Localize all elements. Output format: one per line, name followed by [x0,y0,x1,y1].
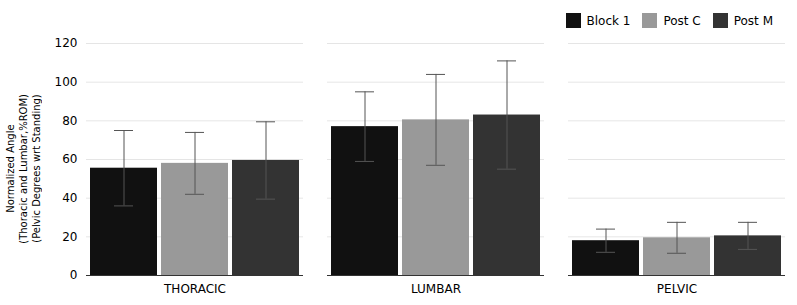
svg-text:LUMBAR: LUMBAR [411,282,461,296]
html-text:Post M: Post M [733,13,773,28]
svg-text:60: 60 [62,152,77,166]
svg-text:PELVIC: PELVIC [657,282,697,296]
svg-text:120: 120 [55,36,78,50]
svg-text:THORACIC: THORACIC [163,282,226,296]
html-text:Normalized Angle (Thoracic and: Normalized Angle (Thoracic and Lumbar,%R… [4,94,42,244]
svg-text:100: 100 [55,75,78,89]
svg-text:80: 80 [62,114,77,128]
html-text:Block 1: Block 1 [586,13,631,28]
html-text:Post C: Post C [663,13,701,28]
svg-text:40: 40 [62,191,77,205]
svg-text:20: 20 [62,230,77,244]
svg-text:0: 0 [70,268,78,282]
